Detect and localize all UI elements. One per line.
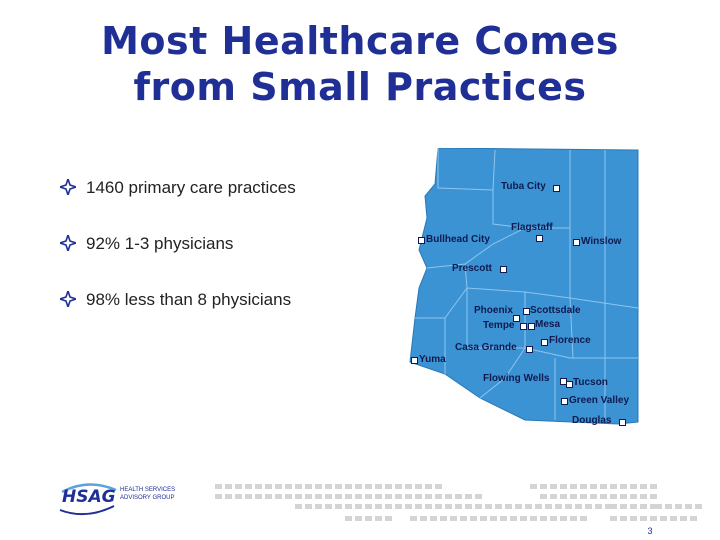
city-label: Phoenix — [474, 305, 513, 316]
city-label: Flowing Wells — [483, 373, 550, 384]
hsag-logo-line-2: ADVISORY GROUP — [120, 495, 175, 501]
city-label: Winslow — [581, 236, 622, 247]
city-marker — [526, 346, 533, 353]
hsag-logo-line-1: HEALTH SERVICES — [120, 487, 176, 493]
bullet-text: 1460 primary care practices — [86, 178, 296, 197]
slide-title-line-2: from Small Practices — [133, 65, 587, 109]
city-marker — [500, 266, 507, 273]
city-marker — [513, 315, 520, 322]
city-label: Casa Grande — [455, 342, 517, 353]
city-label: Douglas — [572, 415, 612, 426]
arizona-state-shape — [409, 148, 639, 425]
city-label: Flagstaff — [511, 222, 553, 233]
city-marker — [418, 237, 425, 244]
city-label: Yuma — [419, 354, 446, 365]
city-marker — [528, 323, 535, 330]
city-label: Scottsdale — [530, 305, 581, 316]
city-marker — [619, 419, 626, 426]
diamond-bullet-icon — [60, 179, 76, 195]
city-marker — [573, 239, 580, 246]
city-marker — [553, 185, 560, 192]
arizona-map: Tuba City Flagstaff Bullhead City Winslo… — [405, 148, 640, 428]
hsag-logo-acronym: HSAG — [62, 487, 116, 507]
city-label: Bullhead City — [426, 234, 490, 245]
diamond-bullet-icon — [60, 235, 76, 251]
slide-title: Most Healthcare Comes from Small Practic… — [0, 18, 720, 110]
hsag-logo-graphic — [59, 483, 117, 516]
bullet-text: 98% less than 8 physicians — [86, 290, 292, 309]
city-label: Prescott — [452, 263, 493, 274]
city-marker — [536, 235, 543, 242]
city-marker — [561, 398, 568, 405]
hsag-logo: HSAG HEALTH SERVICES ADVISORY GROUP — [58, 482, 176, 523]
city-label: Tempe — [483, 320, 515, 331]
city-label: Green Valley — [569, 395, 630, 406]
city-marker — [523, 308, 530, 315]
city-marker — [411, 357, 418, 364]
bullet-text: 92% 1-3 physicians — [86, 234, 234, 253]
city-marker — [520, 323, 527, 330]
slide-title-line-1: Most Healthcare Comes — [101, 19, 619, 63]
city-label: Florence — [549, 335, 591, 346]
city-marker — [541, 339, 548, 346]
city-label: Tuba City — [501, 181, 546, 192]
page-number: 3 — [647, 526, 653, 536]
diamond-bullet-icon — [60, 291, 76, 307]
city-marker — [566, 381, 573, 388]
city-label: Tucson — [573, 377, 608, 388]
city-label: Mesa — [535, 319, 561, 330]
